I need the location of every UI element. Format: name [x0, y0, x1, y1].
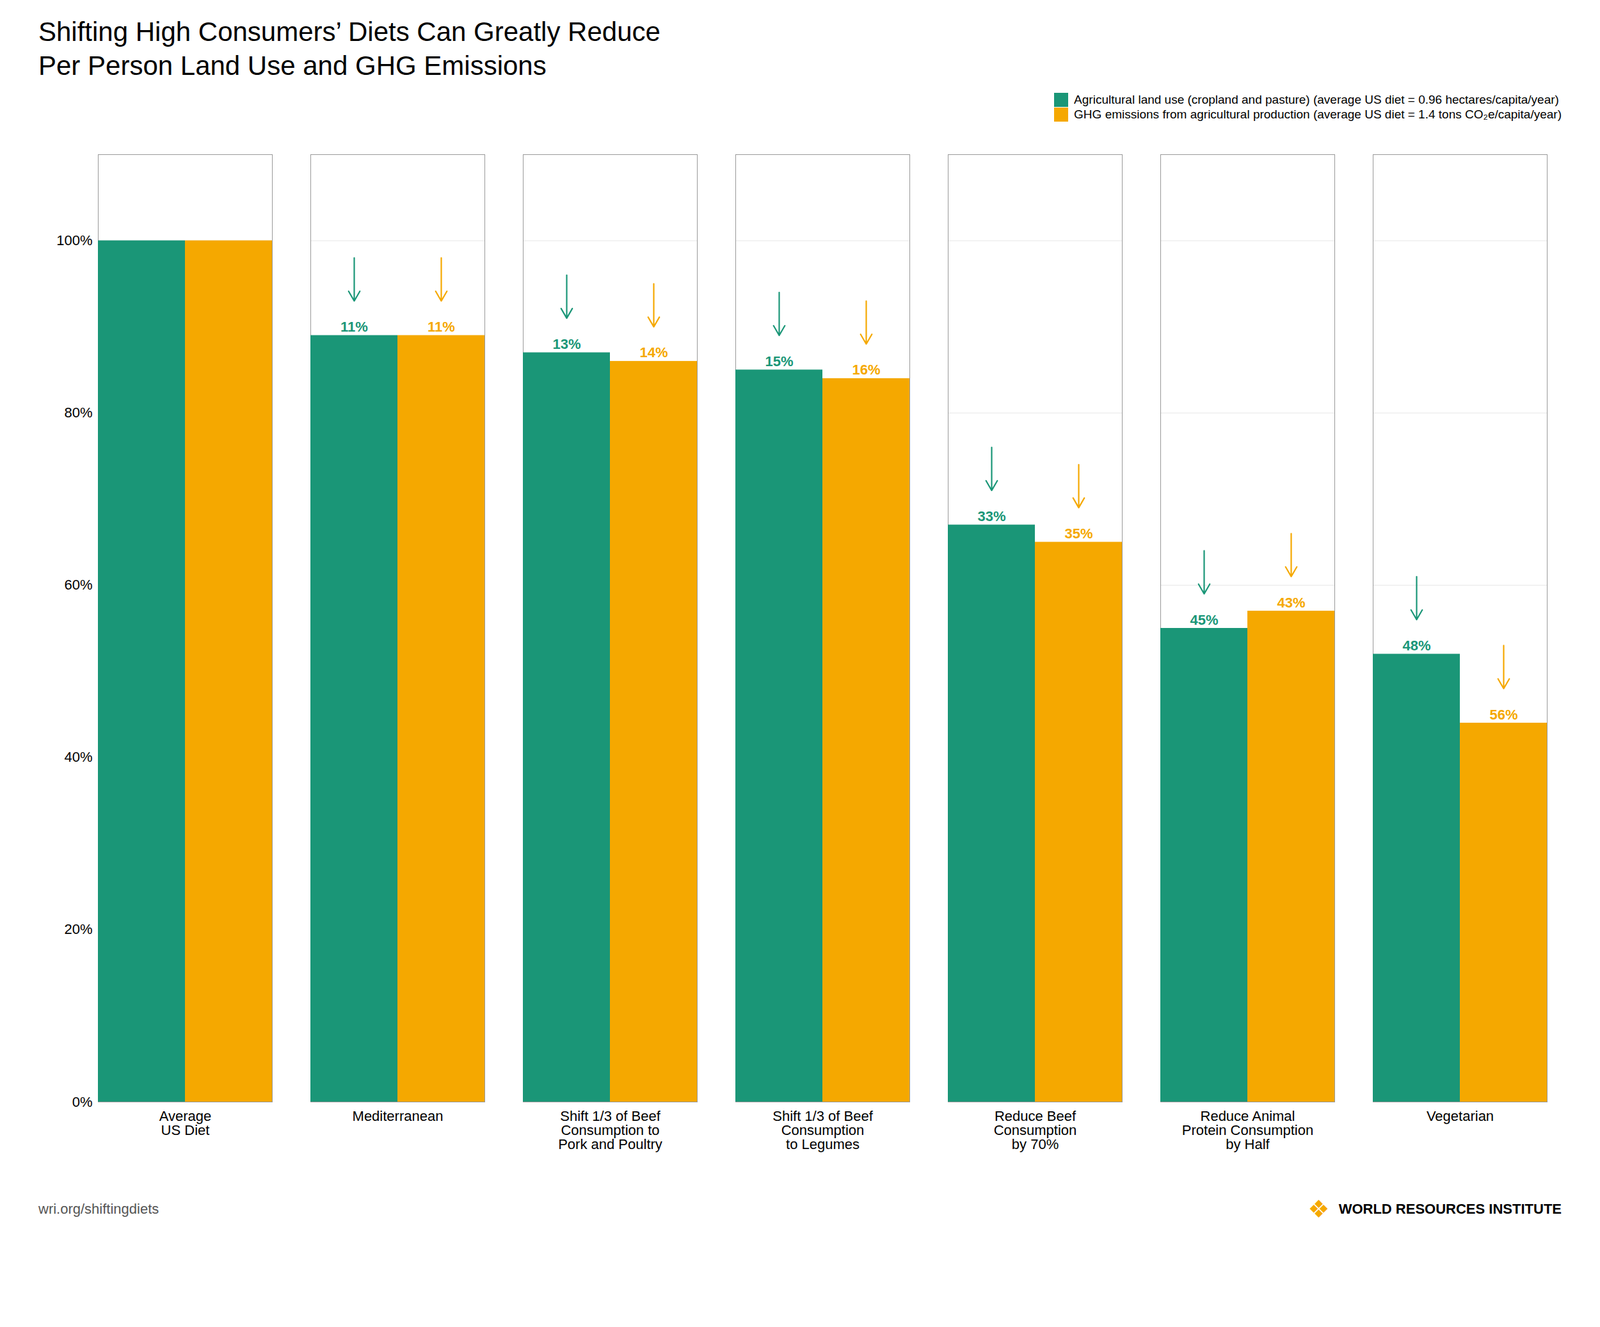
svg-text:48%: 48% [1402, 636, 1431, 653]
svg-text:43%: 43% [1276, 593, 1305, 610]
svg-text:45%: 45% [1189, 611, 1218, 628]
svg-text:Vegetarian: Vegetarian [1426, 1107, 1494, 1124]
svg-text:Shift 1/3 of BeefConsumption t: Shift 1/3 of BeefConsumption toPork and … [558, 1107, 663, 1152]
svg-text:60%: 60% [64, 576, 93, 593]
svg-text:11%: 11% [427, 318, 456, 335]
svg-text:11%: 11% [340, 318, 368, 335]
svg-text:14%: 14% [639, 344, 668, 361]
svg-text:80%: 80% [64, 404, 93, 421]
svg-text:56%: 56% [1489, 705, 1518, 722]
svg-text:Shift 1/3 of BeefConsumptionto: Shift 1/3 of BeefConsumptionto Legumes [772, 1107, 873, 1152]
svg-text:13%: 13% [552, 335, 581, 352]
svg-text:100%: 100% [56, 232, 93, 249]
svg-text:16%: 16% [851, 361, 880, 378]
svg-text:20%: 20% [64, 920, 93, 937]
html-text:GHG emissions from agricultura: GHG emissions from agricultural producti… [1073, 107, 1562, 121]
svg-text:Mediterranean: Mediterranean [352, 1107, 444, 1124]
html-text:❖ WORLD RESOURCES INSTITUTE: ❖ WORLD RESOURCES INSTITUTE [1307, 1195, 1562, 1223]
html-text:wri.org/shiftingdiets: wri.org/shiftingdiets [38, 1200, 159, 1217]
html-text:Per Person Land Use and GHG Em: Per Person Land Use and GHG Emissions [38, 50, 547, 81]
svg-text:Reduce BeefConsumptionby 70%: Reduce BeefConsumptionby 70% [993, 1107, 1078, 1152]
svg-text:33%: 33% [977, 508, 1006, 525]
html-text:Shifting High Consumers’ Diets: Shifting High Consumers’ Diets Can Great… [38, 16, 661, 47]
svg-text:40%: 40% [64, 748, 93, 765]
svg-text:0%: 0% [72, 1093, 93, 1110]
svg-text:35%: 35% [1064, 524, 1093, 541]
svg-text:Reduce AnimalProtein Consumpti: Reduce AnimalProtein Consumptionby Half [1182, 1107, 1314, 1152]
svg-text:AverageUS Diet: AverageUS Diet [159, 1107, 212, 1138]
svg-text:15%: 15% [764, 352, 793, 369]
html-text:Agricultural land use (croplan: Agricultural land use (cropland and past… [1073, 92, 1559, 107]
